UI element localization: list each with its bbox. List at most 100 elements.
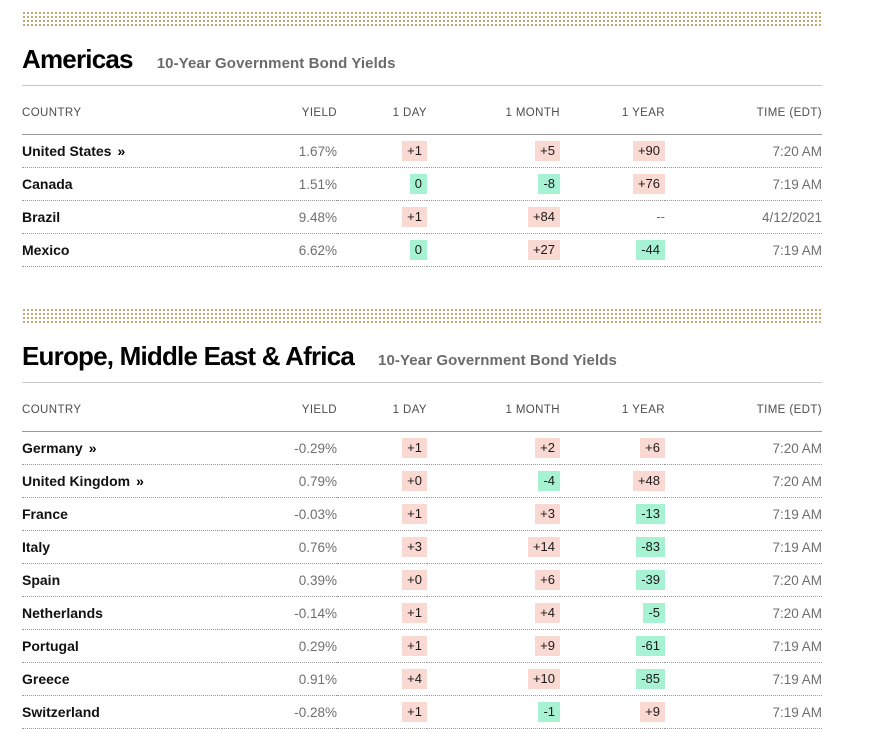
change-month-badge: +2	[535, 437, 560, 459]
change-year-badge: +9	[640, 701, 665, 723]
country-name: Mexico	[22, 242, 69, 258]
country-name: Greece	[22, 671, 69, 687]
yield-value: 0.76%	[222, 530, 337, 564]
yield-value: 0.39%	[222, 563, 337, 597]
change-year-badge: -13	[636, 503, 665, 525]
time-value: 7:19 AM	[665, 662, 822, 696]
change-year-badge: -61	[636, 635, 665, 657]
country-name: Italy	[22, 539, 50, 555]
column-header-yield: YIELD	[222, 382, 337, 432]
country-name: France	[22, 506, 68, 522]
change-day-badge: +0	[402, 569, 427, 591]
country-link[interactable]: Germany »	[22, 440, 97, 456]
column-header-1year: 1 YEAR	[560, 85, 665, 135]
column-header-time: TIME (EDT)	[665, 85, 822, 135]
time-value: 4/12/2021	[665, 200, 822, 234]
change-day-badge: +0	[402, 470, 427, 492]
change-year-badge: -39	[636, 569, 665, 591]
change-month-badge: -8	[538, 173, 560, 195]
change-day-badge: 0	[409, 173, 427, 195]
table-row: United States » 1.67% +1 +5 +90 7:20 AM	[22, 134, 822, 168]
time-value: 7:20 AM	[665, 563, 822, 597]
change-day-badge: +1	[402, 635, 427, 657]
change-day-badge: +4	[402, 668, 427, 690]
table-header-row: COUNTRY YIELD 1 DAY 1 MONTH 1 YEAR TIME …	[22, 85, 822, 135]
country-name: Netherlands	[22, 605, 103, 621]
country-label: Mexico	[22, 242, 70, 258]
time-value: 7:19 AM	[665, 497, 822, 531]
change-month-badge: +6	[535, 569, 560, 591]
table-row: Spain 0.39% +0 +6 -39 7:20 AM	[22, 563, 822, 597]
change-month-badge: -4	[538, 470, 560, 492]
change-month-badge: +5	[535, 140, 560, 162]
yield-value: 1.67%	[222, 134, 337, 168]
change-year-badge: +6	[640, 437, 665, 459]
table-row: Mexico 6.62% 0 +27 -44 7:19 AM	[22, 233, 822, 267]
change-day-badge: +1	[402, 602, 427, 624]
change-year-badge: -83	[636, 536, 665, 558]
table-row: Greece 0.91% +4 +10 -85 7:19 AM	[22, 662, 822, 696]
change-day-badge: +1	[402, 701, 427, 723]
column-header-time: TIME (EDT)	[665, 382, 822, 432]
section-subtitle: 10-Year Government Bond Yields	[378, 352, 617, 369]
time-value: 7:20 AM	[665, 431, 822, 465]
page-content: Americas 10-Year Government Bond Yields …	[22, 0, 822, 729]
change-month-badge: +9	[535, 635, 560, 657]
table-row: United Kingdom » 0.79% +0 -4 +48 7:20 AM	[22, 464, 822, 498]
country-label: Spain	[22, 572, 61, 588]
column-header-country: COUNTRY	[22, 382, 222, 432]
country-label: Portugal	[22, 638, 79, 654]
country-label: France	[22, 506, 68, 522]
column-header-1month: 1 MONTH	[427, 382, 560, 432]
section-divider-band	[22, 10, 822, 28]
change-day-badge: +1	[402, 503, 427, 525]
table-row: Switzerland -0.28% +1 -1 +9 7:19 AM	[22, 695, 822, 729]
time-value: 7:20 AM	[665, 134, 822, 168]
yield-value: 6.62%	[222, 233, 337, 267]
change-month-badge: +84	[527, 206, 560, 228]
section-subtitle: 10-Year Government Bond Yields	[156, 55, 396, 72]
column-header-country: COUNTRY	[22, 85, 222, 135]
change-day-badge: 0	[409, 239, 427, 261]
time-value: 7:19 AM	[665, 695, 822, 729]
country-label: Canada	[22, 176, 73, 192]
bond-yields-table-americas: COUNTRY YIELD 1 DAY 1 MONTH 1 YEAR TIME …	[22, 85, 822, 267]
change-month-badge: -1	[538, 701, 560, 723]
section-header: Americas 10-Year Government Bond Yields	[22, 44, 822, 75]
section-divider-band	[22, 307, 822, 325]
column-header-1year: 1 YEAR	[560, 382, 665, 432]
yield-value: -0.28%	[222, 695, 337, 729]
section-title: Americas	[22, 44, 133, 74]
country-name: Canada	[22, 176, 73, 192]
yield-value: 0.91%	[222, 662, 337, 696]
table-row: Portugal 0.29% +1 +9 -61 7:19 AM	[22, 629, 822, 663]
link-chevrons-icon: »	[117, 143, 126, 159]
change-year-badge: --	[656, 208, 665, 224]
table-row: Canada 1.51% 0 -8 +76 7:19 AM	[22, 167, 822, 201]
country-link[interactable]: United States »	[22, 143, 125, 159]
country-label: Italy	[22, 539, 51, 555]
column-header-1month: 1 MONTH	[427, 85, 560, 135]
table-row: Netherlands -0.14% +1 +4 -5 7:20 AM	[22, 596, 822, 630]
change-year-badge: +76	[632, 173, 665, 195]
country-label: Germany	[22, 440, 83, 456]
time-value: 7:19 AM	[665, 530, 822, 564]
change-day-badge: +1	[402, 140, 427, 162]
change-month-badge: +14	[527, 536, 560, 558]
link-chevrons-icon: »	[136, 473, 144, 489]
time-value: 7:19 AM	[665, 167, 822, 201]
change-day-badge: +3	[402, 536, 427, 558]
change-month-badge: +4	[535, 602, 560, 624]
section-header: Europe, Middle East & Africa 10-Year Gov…	[22, 341, 822, 372]
country-label: Brazil	[22, 209, 61, 225]
change-day-badge: +1	[402, 206, 427, 228]
change-year-badge: +90	[632, 140, 665, 162]
country-label: United States	[22, 143, 112, 159]
table-header-row: COUNTRY YIELD 1 DAY 1 MONTH 1 YEAR TIME …	[22, 382, 822, 432]
bond-yields-table-emea: COUNTRY YIELD 1 DAY 1 MONTH 1 YEAR TIME …	[22, 382, 822, 729]
country-link[interactable]: United Kingdom »	[22, 473, 144, 489]
table-row: Italy 0.76% +3 +14 -83 7:19 AM	[22, 530, 822, 564]
yield-value: -0.03%	[222, 497, 337, 531]
yield-value: 9.48%	[222, 200, 337, 234]
yield-value: -0.14%	[222, 596, 337, 630]
